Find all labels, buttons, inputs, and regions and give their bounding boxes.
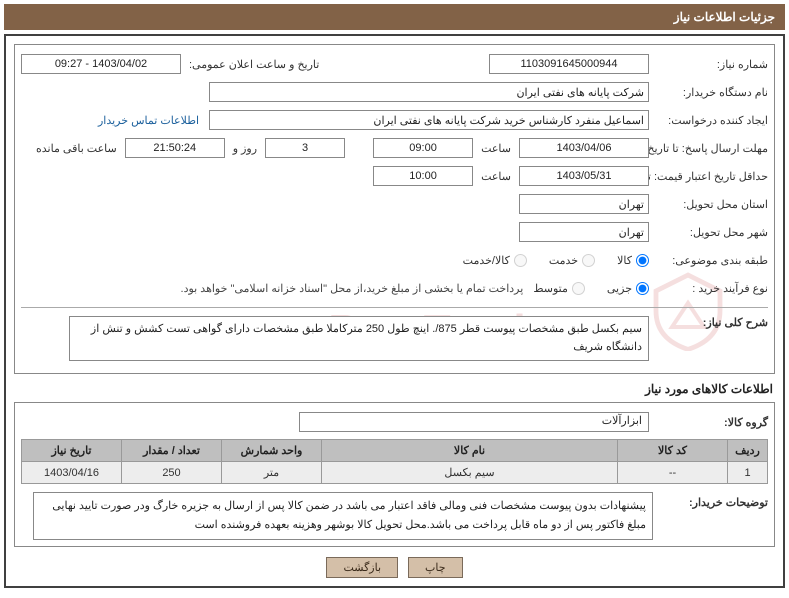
divider — [21, 307, 768, 308]
th-qty: تعداد / مقدار — [122, 440, 222, 462]
reply-deadline-label: مهلت ارسال پاسخ: تا تاریخ: — [653, 142, 768, 155]
buyer-notes-box: پیشنهادات بدون پیوست مشخصات فنی ومالی فا… — [33, 492, 653, 539]
category-service-radio[interactable] — [582, 254, 595, 267]
reply-date-field: 1403/04/06 — [519, 138, 649, 158]
th-code: کد کالا — [618, 440, 728, 462]
request-number-label: شماره نیاز: — [653, 58, 768, 71]
category-service-label: خدمت — [549, 254, 578, 267]
buyer-contact-link[interactable]: اطلاعات تماس خریدار — [98, 114, 205, 127]
th-row: ردیف — [728, 440, 768, 462]
td-qty: 250 — [122, 462, 222, 484]
process-partial-option[interactable]: جزیی — [607, 282, 649, 295]
reply-time-label: ساعت — [477, 142, 515, 155]
description-box: سیم بکسل طبق مشخصات پیوست قطر 875/. اینچ… — [69, 316, 649, 361]
td-code: -- — [618, 462, 728, 484]
print-button[interactable]: چاپ — [408, 557, 463, 578]
reply-time-field: 09:00 — [373, 138, 473, 158]
td-unit: متر — [222, 462, 322, 484]
category-both-option[interactable]: کالا/خدمت — [463, 254, 527, 267]
table-row: 1 -- سیم بکسل متر 250 1403/04/16 — [22, 462, 768, 484]
goods-section: گروه کالا: ابزارآلات ردیف کد کالا نام کا… — [14, 402, 775, 546]
treasury-note: پرداخت تمام یا بخشی از مبلغ خرید،از محل … — [181, 282, 530, 295]
price-valid-time-label: ساعت — [477, 170, 515, 183]
goods-table: ردیف کد کالا نام کالا واحد شمارش تعداد /… — [21, 439, 768, 484]
remaining-days-field: 3 — [265, 138, 345, 158]
price-valid-date-field: 1403/05/31 — [519, 166, 649, 186]
province-label: استان محل تحویل: — [653, 198, 768, 211]
category-goods-option[interactable]: کالا — [617, 254, 649, 267]
button-row: چاپ بازگشت — [14, 557, 775, 578]
buyer-org-label: نام دستگاه خریدار: — [653, 86, 768, 99]
category-goods-radio[interactable] — [636, 254, 649, 267]
category-goods-label: کالا — [617, 254, 632, 267]
process-partial-radio[interactable] — [636, 282, 649, 295]
process-radio-group: جزیی متوسط — [533, 282, 649, 295]
category-radio-group: کالا خدمت کالا/خدمت — [463, 254, 649, 267]
announce-date-label: تاریخ و ساعت اعلان عمومی: — [185, 58, 323, 71]
goods-group-label: گروه کالا: — [653, 416, 768, 429]
page-title: جزئیات اطلاعات نیاز — [4, 4, 785, 30]
remaining-time-field: 21:50:24 — [125, 138, 225, 158]
category-both-label: کالا/خدمت — [463, 254, 510, 267]
td-name: سیم بکسل — [322, 462, 618, 484]
process-partial-label: جزیی — [607, 282, 632, 295]
main-frame: ParsTender.net شماره نیاز: 1103091645000… — [4, 34, 785, 588]
goods-section-title: اطلاعات کالاهای مورد نیاز — [16, 382, 773, 396]
province-field: تهران — [519, 194, 649, 214]
process-medium-option[interactable]: متوسط — [533, 282, 585, 295]
th-name: نام کالا — [322, 440, 618, 462]
td-date: 1403/04/16 — [22, 462, 122, 484]
back-button[interactable]: بازگشت — [326, 557, 398, 578]
days-and-label: روز و — [229, 142, 261, 155]
creator-label: ایجاد کننده درخواست: — [653, 114, 768, 127]
city-label: شهر محل تحویل: — [653, 226, 768, 239]
th-date: تاریخ نیاز — [22, 440, 122, 462]
buyer-notes-label: توضیحات خریدار: — [653, 492, 768, 509]
category-service-option[interactable]: خدمت — [549, 254, 595, 267]
th-unit: واحد شمارش — [222, 440, 322, 462]
process-label: نوع فرآیند خرید : — [653, 282, 768, 295]
price-valid-time-field: 10:00 — [373, 166, 473, 186]
category-both-radio[interactable] — [514, 254, 527, 267]
description-label: شرح کلی نیاز: — [653, 316, 768, 329]
process-medium-radio[interactable] — [572, 282, 585, 295]
category-label: طبقه بندی موضوعی: — [653, 254, 768, 267]
remaining-hours-label: ساعت باقی مانده — [32, 142, 121, 155]
request-info-section: شماره نیاز: 1103091645000944 تاریخ و ساع… — [14, 44, 775, 374]
td-row: 1 — [728, 462, 768, 484]
city-field: تهران — [519, 222, 649, 242]
buyer-org-field: شرکت پایانه های نفتی ایران — [209, 82, 649, 102]
price-valid-label: حداقل تاریخ اعتبار قیمت: تا تاریخ: — [653, 170, 768, 183]
creator-field: اسماعیل منفرد کارشناس خرید شرکت پایانه ه… — [209, 110, 649, 130]
process-medium-label: متوسط — [533, 282, 568, 295]
goods-group-field: ابزارآلات — [299, 412, 649, 432]
announce-date-field: 1403/04/02 - 09:27 — [21, 54, 181, 74]
request-number-field: 1103091645000944 — [489, 54, 649, 74]
